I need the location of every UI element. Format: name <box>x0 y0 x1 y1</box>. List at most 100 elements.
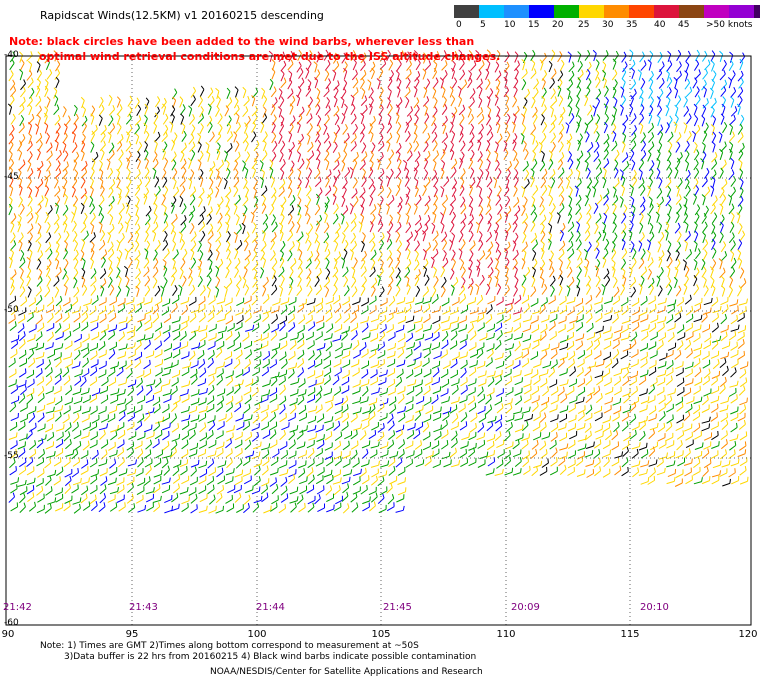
wind-barb <box>314 494 321 505</box>
wind-barb <box>646 239 651 251</box>
wind-barb <box>123 265 129 278</box>
wind-barb <box>99 330 107 341</box>
wind-barb <box>297 49 302 61</box>
wind-barb <box>35 85 41 97</box>
wind-barb <box>370 285 376 297</box>
wind-barb <box>432 150 440 161</box>
wind-barb <box>584 366 592 377</box>
wind-barb <box>197 214 205 226</box>
wind-barb <box>27 195 33 207</box>
wind-barb <box>730 341 738 351</box>
wind-barb <box>242 106 249 118</box>
wind-barb <box>46 397 56 406</box>
wind-barb <box>117 298 126 307</box>
wind-barb <box>640 266 648 277</box>
wind-barb <box>479 332 488 341</box>
wind-barb <box>98 423 109 431</box>
wind-barb <box>476 69 482 81</box>
wind-barb <box>361 440 371 449</box>
wind-barb <box>614 167 619 179</box>
wind-barb <box>593 151 600 163</box>
wind-barb <box>567 459 576 469</box>
wind-barb <box>406 342 416 350</box>
wind-barb <box>693 314 703 323</box>
wind-barb <box>144 333 154 341</box>
wind-barb <box>308 350 315 361</box>
wind-barb <box>376 158 381 170</box>
wind-barb <box>460 266 466 278</box>
wind-barb <box>350 412 358 423</box>
wind-barb <box>468 97 475 108</box>
wind-barb <box>54 343 64 351</box>
wind-barb <box>611 248 617 260</box>
wind-barb <box>477 132 483 144</box>
wind-barb <box>188 405 198 414</box>
wind-barb <box>35 185 40 198</box>
wind-barb <box>405 258 412 270</box>
wind-barb <box>108 186 114 198</box>
wind-barb <box>495 213 502 224</box>
wind-barb <box>575 230 581 242</box>
wind-barb <box>271 187 277 199</box>
wind-barb <box>315 385 323 396</box>
wind-barb <box>380 460 390 468</box>
wind-barb <box>152 151 158 163</box>
wind-barb <box>206 150 211 162</box>
wind-barb <box>494 396 503 406</box>
wind-barb <box>236 504 244 513</box>
wind-barb <box>378 377 387 386</box>
wind-barb <box>99 429 106 440</box>
wind-barb <box>287 368 295 379</box>
wind-barb <box>234 469 244 478</box>
wind-barb <box>251 222 257 234</box>
wind-barb <box>361 297 369 307</box>
wind-barb <box>666 265 671 278</box>
wind-barb <box>413 132 418 144</box>
wind-barb <box>675 157 681 169</box>
wind-barb <box>198 221 206 232</box>
wind-barb <box>180 405 190 414</box>
wind-barb <box>369 221 374 233</box>
wind-barb <box>550 457 558 467</box>
wind-barb <box>577 405 586 415</box>
wind-barb <box>675 422 684 432</box>
wind-barb <box>648 446 656 457</box>
wind-barb <box>630 331 638 342</box>
wind-barb <box>485 140 491 152</box>
wind-barb <box>352 367 360 377</box>
wind-barb <box>388 266 395 278</box>
wind-barb <box>541 78 546 90</box>
wind-barb <box>514 424 524 433</box>
wind-barb <box>108 149 115 161</box>
wind-barb <box>280 115 285 127</box>
wind-barb <box>432 315 441 325</box>
wind-barb <box>45 406 55 414</box>
wind-barb <box>271 121 276 134</box>
wind-barb <box>324 59 331 71</box>
wind-barb <box>729 380 739 388</box>
wind-barb <box>98 104 105 116</box>
wind-barb <box>676 387 685 397</box>
wind-barb <box>739 58 744 71</box>
wind-barb <box>325 457 334 467</box>
wind-barb <box>253 196 259 208</box>
wind-barb <box>685 475 693 485</box>
wind-barb <box>216 375 224 386</box>
wind-barb <box>397 467 406 476</box>
wind-barb <box>675 241 682 253</box>
wind-barb <box>108 324 118 333</box>
wind-barb <box>98 406 107 415</box>
wind-barb <box>522 140 527 152</box>
wind-barb <box>577 434 587 442</box>
wind-barb <box>423 385 431 396</box>
wind-barb <box>180 150 185 163</box>
wind-barb <box>389 451 399 459</box>
wind-barb <box>262 293 270 305</box>
wind-barb <box>603 212 608 225</box>
wind-barb <box>658 78 665 89</box>
wind-barb <box>62 312 70 323</box>
wind-barb <box>36 258 42 270</box>
wind-barb <box>187 157 192 169</box>
wind-barb <box>71 211 75 223</box>
wind-barb <box>342 296 350 306</box>
